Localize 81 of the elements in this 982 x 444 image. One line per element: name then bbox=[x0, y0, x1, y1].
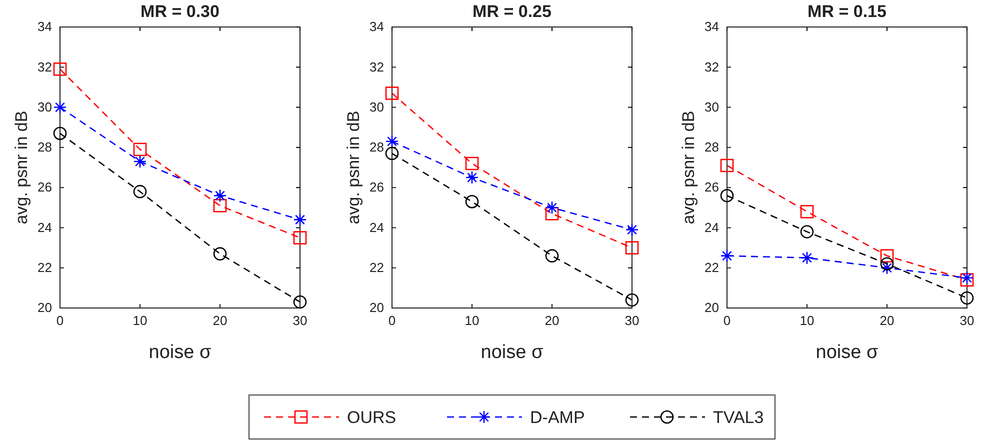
x-axis-title: noise σ bbox=[148, 342, 212, 363]
y-tick-label: 32 bbox=[38, 59, 52, 74]
x-tick-label: 0 bbox=[723, 313, 731, 328]
x-tick-label: 10 bbox=[464, 313, 480, 328]
y-tick-label: 24 bbox=[704, 220, 719, 235]
y-axis-title: avg. psnr in dB bbox=[12, 110, 31, 224]
point bbox=[293, 213, 307, 226]
x-axis-title: noise σ bbox=[480, 342, 544, 363]
point bbox=[465, 170, 479, 184]
point bbox=[133, 154, 147, 168]
point bbox=[213, 198, 227, 212]
x-tick-label: 20 bbox=[212, 313, 228, 328]
point bbox=[385, 86, 399, 100]
x-tick-label: 20 bbox=[880, 313, 894, 328]
point bbox=[720, 188, 734, 202]
legend-label: D-AMP bbox=[530, 408, 585, 427]
point bbox=[133, 184, 147, 198]
point bbox=[880, 261, 894, 275]
y-tick-label: 24 bbox=[370, 220, 384, 235]
point bbox=[545, 249, 559, 262]
chart-title: MR = 0.30 bbox=[140, 2, 220, 21]
point bbox=[880, 249, 894, 262]
y-tick-label: 24 bbox=[38, 220, 52, 235]
point bbox=[133, 142, 147, 156]
y-tick-label: 30 bbox=[370, 99, 384, 114]
x-tick-label: 30 bbox=[960, 313, 974, 328]
y-tick-label: 20 bbox=[704, 300, 719, 316]
y-tick-label: 26 bbox=[704, 180, 719, 195]
x-tick-label: 0 bbox=[388, 313, 396, 328]
point bbox=[293, 295, 307, 309]
y-tick-label: 22 bbox=[38, 260, 52, 276]
y-tick-label: 28 bbox=[370, 140, 384, 155]
y-axis-title: avg. psnr in dB bbox=[679, 110, 698, 224]
point bbox=[625, 223, 639, 236]
point bbox=[385, 134, 399, 148]
point bbox=[800, 205, 814, 218]
x-tick-label: 30 bbox=[624, 313, 640, 328]
legend-label: OURS bbox=[347, 408, 396, 427]
point bbox=[625, 293, 639, 307]
y-tick-label: 26 bbox=[38, 180, 52, 195]
point bbox=[213, 247, 227, 260]
point bbox=[880, 257, 894, 270]
point bbox=[465, 156, 479, 170]
chart-title: MR = 0.25 bbox=[472, 2, 552, 21]
y-tick-label: 22 bbox=[370, 260, 384, 276]
point bbox=[720, 249, 734, 262]
y-tick-label: 20 bbox=[38, 300, 52, 316]
y-tick-label: 28 bbox=[38, 140, 52, 155]
point bbox=[53, 62, 67, 76]
y-tick-label: 34 bbox=[704, 19, 719, 34]
point bbox=[53, 126, 67, 140]
legend-label: TVAL3 bbox=[713, 408, 764, 427]
point bbox=[465, 194, 479, 208]
y-tick-label: 32 bbox=[370, 59, 384, 74]
y-tick-label: 34 bbox=[370, 19, 384, 34]
point bbox=[960, 291, 974, 305]
point bbox=[800, 225, 814, 238]
y-tick-label: 22 bbox=[704, 260, 719, 276]
chart-title: MR = 0.15 bbox=[808, 2, 886, 21]
y-axis-title: avg. psnr in dB bbox=[344, 110, 363, 224]
x-tick-label: 20 bbox=[544, 313, 560, 328]
point bbox=[53, 100, 67, 114]
point bbox=[720, 158, 734, 172]
y-tick-label: 32 bbox=[704, 59, 719, 74]
y-tick-label: 28 bbox=[704, 140, 719, 155]
y-tick-label: 30 bbox=[38, 99, 52, 114]
y-tick-label: 30 bbox=[704, 99, 719, 114]
point bbox=[213, 188, 227, 202]
x-tick-label: 30 bbox=[292, 313, 308, 328]
point bbox=[625, 241, 639, 254]
point bbox=[800, 251, 814, 264]
point bbox=[293, 231, 307, 244]
x-tick-label: 0 bbox=[56, 313, 64, 328]
y-tick-label: 20 bbox=[370, 300, 384, 316]
y-tick-label: 34 bbox=[38, 19, 52, 34]
x-tick-label: 10 bbox=[132, 313, 148, 328]
x-axis-title: noise σ bbox=[816, 342, 878, 363]
y-tick-label: 26 bbox=[370, 180, 384, 195]
point bbox=[545, 200, 559, 214]
point bbox=[385, 146, 399, 160]
x-tick-label: 10 bbox=[800, 313, 814, 328]
